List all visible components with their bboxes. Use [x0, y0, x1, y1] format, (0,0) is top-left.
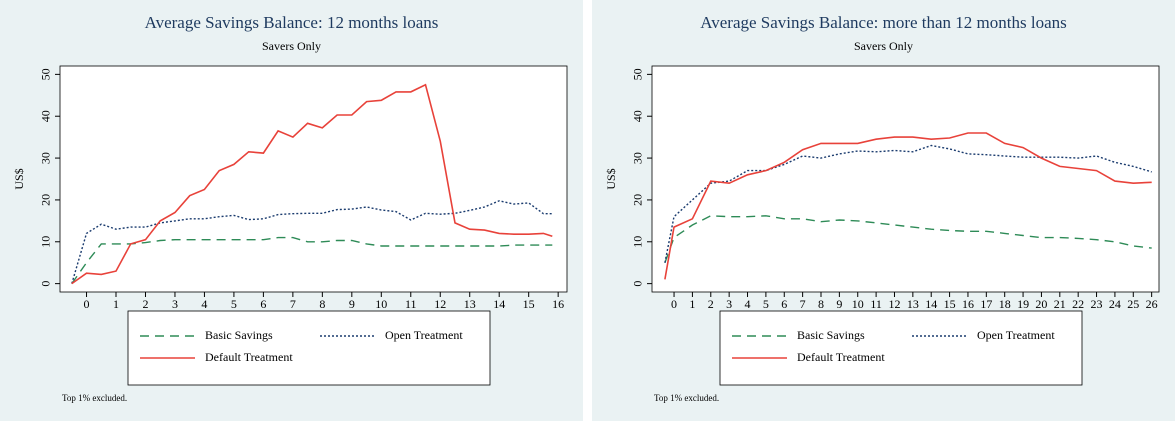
x-tick-label: 1	[689, 297, 695, 311]
x-tick-label: 9	[836, 297, 842, 311]
legend: Basic Savings Open Treatment Default Treat…	[127, 310, 491, 386]
x-tick-label: 14	[925, 297, 937, 311]
series-line	[71, 83, 553, 285]
x-tick-label: 3	[726, 297, 732, 311]
y-tick-label: 40	[631, 110, 645, 122]
x-tick-label: 26	[1146, 297, 1158, 311]
x-tick-label: 10	[852, 297, 864, 311]
footnote: Top 1% excluded.	[62, 393, 127, 403]
x-tick-label: 21	[1054, 297, 1066, 311]
plot-area	[59, 65, 568, 293]
footnote: Top 1% excluded.	[654, 393, 719, 403]
x-tick-label: 8	[818, 297, 824, 311]
x-tick-label: 0	[671, 297, 677, 311]
y-axis-label: US$	[604, 168, 618, 189]
x-tick-label: 11	[405, 297, 417, 311]
x-tick-label: 13	[907, 297, 919, 311]
x-tick-label: 16	[962, 297, 974, 311]
x-tick-label: 11	[870, 297, 882, 311]
y-tick-label: 50	[631, 68, 645, 80]
x-tick-label: 0	[84, 297, 90, 311]
series-line	[71, 236, 553, 285]
x-tick-label: 5	[763, 297, 769, 311]
legend-label: Basic Savings	[205, 328, 273, 342]
y-axis-label: US$	[12, 168, 26, 189]
x-tick-label: 17	[980, 297, 992, 311]
chart-title: Average Savings Balance: more than 12 mo…	[700, 13, 1067, 32]
x-tick-label: 2	[142, 297, 148, 311]
x-tick-label: 19	[1017, 297, 1029, 311]
y-tick-label: 0	[631, 281, 645, 287]
chart-title: Average Savings Balance: 12 months loans	[145, 13, 439, 32]
legend-label: Default Treatment	[797, 350, 885, 364]
legend-label: Open Treatment	[385, 328, 463, 342]
chart-subtitle: Savers Only	[262, 39, 321, 53]
x-tick-label: 23	[1091, 297, 1103, 311]
y-tick-label: 40	[39, 110, 53, 122]
x-tick-label: 24	[1109, 297, 1121, 311]
chart-panel: Average Savings Balance: more than 12 mo…	[592, 0, 1175, 421]
legend-label: Default Treatment	[205, 350, 293, 364]
x-tick-label: 22	[1072, 297, 1084, 311]
x-tick-label: 8	[319, 297, 325, 311]
x-tick-label: 7	[800, 297, 806, 311]
legend: Basic Savings Open Treatment Default Treat…	[719, 310, 1083, 386]
legend-label: Open Treatment	[977, 328, 1055, 342]
series-line	[664, 144, 1152, 263]
x-tick-label: 2	[708, 297, 714, 311]
y-tick-label: 50	[39, 68, 53, 80]
x-tick-label: 13	[464, 297, 476, 311]
legend-label: Basic Savings	[797, 328, 865, 342]
x-tick-label: 15	[944, 297, 956, 311]
x-tick-label: 6	[781, 297, 787, 311]
x-tick-label: 10	[375, 297, 387, 311]
x-tick-label: 7	[290, 297, 296, 311]
y-tick-label: 20	[631, 194, 645, 206]
x-tick-label: 4	[745, 297, 751, 311]
y-tick-label: 0	[39, 281, 53, 287]
legend-box	[719, 310, 1083, 386]
y-tick-label: 30	[39, 152, 53, 164]
x-tick-label: 25	[1127, 297, 1139, 311]
x-tick-label: 5	[231, 297, 237, 311]
y-tick-label: 20	[39, 194, 53, 206]
plot-area	[651, 65, 1160, 293]
x-tick-label: 15	[523, 297, 535, 311]
x-tick-label: 6	[260, 297, 266, 311]
x-tick-label: 12	[434, 297, 446, 311]
x-tick-label: 1	[113, 297, 119, 311]
x-tick-label: 12	[888, 297, 900, 311]
series-line	[664, 132, 1152, 280]
x-tick-label: 4	[201, 297, 207, 311]
y-tick-label: 30	[631, 152, 645, 164]
x-tick-label: 3	[172, 297, 178, 311]
y-tick-label: 10	[39, 236, 53, 248]
x-tick-label: 20	[1035, 297, 1047, 311]
x-tick-label: 16	[552, 297, 564, 311]
x-tick-label: 18	[999, 297, 1011, 311]
series-line	[664, 215, 1152, 263]
chart-subtitle: Savers Only	[854, 39, 913, 53]
x-tick-label: 14	[493, 297, 505, 311]
legend-box	[127, 310, 491, 386]
y-tick-label: 10	[631, 236, 645, 248]
x-tick-label: 9	[349, 297, 355, 311]
chart-panel: Average Savings Balance: 12 months loans…	[0, 0, 583, 421]
